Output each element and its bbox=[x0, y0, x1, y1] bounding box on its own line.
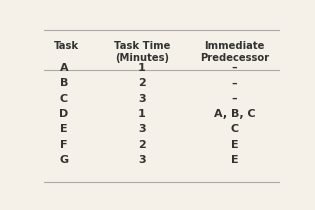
Text: Task: Task bbox=[54, 41, 79, 51]
Text: 3: 3 bbox=[138, 125, 146, 134]
Text: Task Time
(Minutes): Task Time (Minutes) bbox=[114, 41, 170, 63]
Text: E: E bbox=[231, 155, 238, 165]
Text: C: C bbox=[231, 125, 239, 134]
Text: G: G bbox=[59, 155, 68, 165]
Text: C: C bbox=[60, 94, 68, 104]
Text: F: F bbox=[60, 140, 67, 150]
Text: D: D bbox=[59, 109, 68, 119]
Text: Immediate
Predecessor: Immediate Predecessor bbox=[200, 41, 269, 63]
Text: –: – bbox=[232, 78, 238, 88]
Text: 1: 1 bbox=[138, 109, 146, 119]
Text: 2: 2 bbox=[138, 140, 146, 150]
Text: 3: 3 bbox=[138, 94, 146, 104]
Text: 2: 2 bbox=[138, 78, 146, 88]
Text: A, B, C: A, B, C bbox=[214, 109, 255, 119]
Text: E: E bbox=[60, 125, 68, 134]
Text: 1: 1 bbox=[138, 63, 146, 73]
Text: E: E bbox=[231, 140, 238, 150]
Text: –: – bbox=[232, 63, 238, 73]
Text: A: A bbox=[60, 63, 68, 73]
Text: –: – bbox=[232, 94, 238, 104]
Text: 3: 3 bbox=[138, 155, 146, 165]
Text: B: B bbox=[60, 78, 68, 88]
